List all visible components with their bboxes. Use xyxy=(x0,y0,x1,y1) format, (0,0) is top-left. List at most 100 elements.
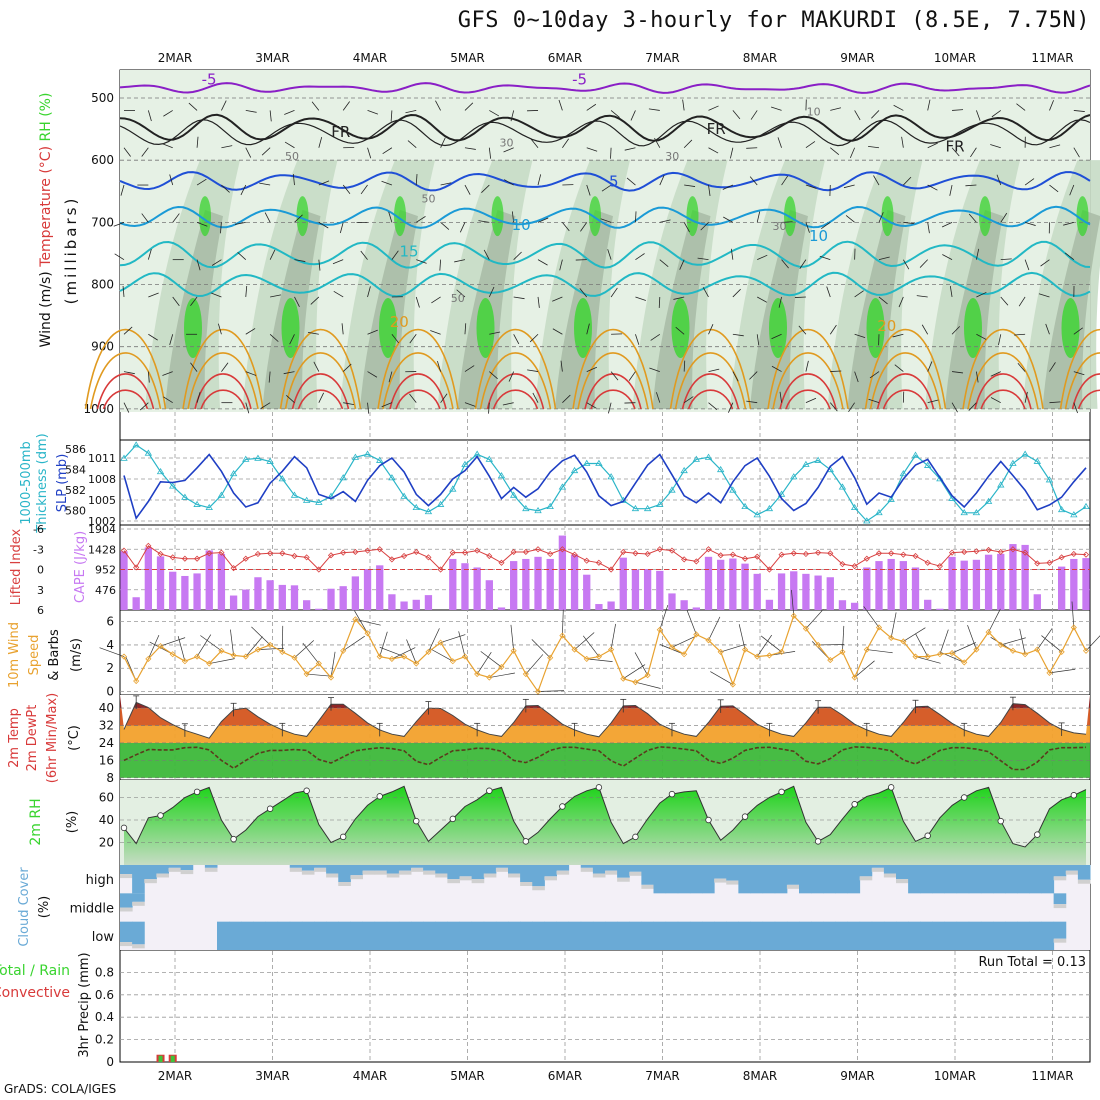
wind-barb xyxy=(367,110,379,115)
wind-speed-point xyxy=(193,653,201,660)
date-label-bottom: 10MAR xyxy=(934,1069,976,1083)
wind-barb xyxy=(805,397,817,404)
cloud-cover-bar xyxy=(495,921,509,950)
cape-bar xyxy=(875,561,883,610)
thickness-point xyxy=(266,457,274,464)
li-point xyxy=(279,550,286,557)
wind-barb xyxy=(440,393,448,403)
cloud-cover-bar xyxy=(738,921,751,950)
warm-isotherm-arch xyxy=(869,352,942,410)
wind-barb xyxy=(607,249,612,260)
wind-barb xyxy=(269,110,272,122)
surface-wind-barb xyxy=(890,612,897,639)
wind-barb xyxy=(114,253,125,260)
wind-barb xyxy=(388,211,393,223)
cloud-cover-bar xyxy=(665,921,679,950)
cape-bar xyxy=(181,575,189,610)
cape-bar xyxy=(193,573,201,610)
wind-barb xyxy=(508,371,515,382)
cloud-edge xyxy=(556,870,570,875)
rh-point xyxy=(778,788,785,796)
cape-bar xyxy=(911,567,920,610)
li-point xyxy=(729,551,736,558)
thickness-point xyxy=(558,483,567,490)
cloud-cover-bar xyxy=(702,865,715,894)
cloud-cover-bar xyxy=(702,921,715,950)
thickness-point xyxy=(704,453,713,460)
thickness-point xyxy=(412,503,420,511)
surface-wind-barb xyxy=(355,618,381,626)
wind-barb xyxy=(311,101,320,111)
wind-barb xyxy=(610,371,619,381)
thickness-point xyxy=(875,509,883,516)
upper-ylabel-part: RH (%) xyxy=(38,93,54,146)
li-point xyxy=(498,559,505,566)
wind-barb xyxy=(382,147,393,155)
wind-barb xyxy=(927,222,930,234)
thickness-point xyxy=(570,466,579,474)
cloud-edge xyxy=(338,882,351,886)
cloud-cover-bar xyxy=(847,865,861,894)
surface-wind-barb xyxy=(686,610,697,635)
surface-wind-barb xyxy=(634,652,648,676)
wind-barb xyxy=(586,323,590,335)
thickness-point xyxy=(753,511,761,518)
cloud-cover-bar xyxy=(556,865,570,871)
li-point xyxy=(583,557,590,564)
li-point xyxy=(193,555,201,562)
li-point xyxy=(948,549,956,556)
cloud-cover-bar xyxy=(132,921,145,945)
wind-barb xyxy=(903,176,912,186)
rh-shading-green xyxy=(1061,298,1080,359)
wind-barb xyxy=(723,216,734,223)
cloud-cover-bar xyxy=(314,865,327,868)
cloud-cover-bar xyxy=(374,865,388,871)
surface-wind-barb xyxy=(391,647,416,660)
cloud-cover-bar xyxy=(411,921,424,950)
wind-speed-point xyxy=(218,647,225,654)
wind-barb xyxy=(976,371,979,383)
wind-barb xyxy=(529,333,539,343)
cloud-cover-bar xyxy=(459,921,473,950)
wind-barb xyxy=(196,221,208,227)
surface-wind-barb xyxy=(476,652,492,675)
wind-speed-point xyxy=(120,653,128,660)
wind-barb xyxy=(318,180,330,186)
wind-barb xyxy=(941,221,953,228)
rh-shading-green xyxy=(491,196,504,237)
cloud-cover-bar xyxy=(1005,921,1018,950)
cape-bar xyxy=(595,604,603,610)
thickness-point xyxy=(923,461,932,468)
wind-speed-point xyxy=(729,681,736,688)
wind-barb xyxy=(1049,144,1061,149)
wind-barb xyxy=(360,184,368,195)
wind-speed-point xyxy=(340,647,347,654)
wind-speed-point xyxy=(498,663,505,671)
cape-bar xyxy=(984,554,993,610)
rh-shading-green xyxy=(589,196,601,237)
cape-bar xyxy=(790,571,798,610)
wind-speed-point xyxy=(181,658,188,665)
wind-barb xyxy=(968,213,977,223)
thickness-point xyxy=(461,460,469,467)
slp-tick-label: 1011 xyxy=(88,452,116,465)
wind-barb xyxy=(513,251,522,260)
wind-barb xyxy=(708,402,718,411)
wind-barb xyxy=(391,250,399,260)
cloud-cover-bar xyxy=(956,865,970,894)
wind-barb xyxy=(732,288,741,298)
wind-barb xyxy=(951,147,960,157)
wind-barb xyxy=(700,222,709,231)
wind-barb xyxy=(648,108,660,111)
wind-barb xyxy=(440,182,452,186)
credit-text: GrADS: COLA/IGES xyxy=(4,1082,117,1096)
date-label-top: 8MAR xyxy=(743,51,778,65)
cloud-edge xyxy=(120,907,133,912)
li-point xyxy=(595,559,602,566)
cloud-cover-bar xyxy=(459,865,473,877)
cloud-edge xyxy=(362,870,376,875)
wind-barb xyxy=(409,334,417,344)
wind-barb xyxy=(148,292,159,298)
cloud-edge xyxy=(871,867,885,872)
warm-isotherm-arch xyxy=(200,389,246,410)
